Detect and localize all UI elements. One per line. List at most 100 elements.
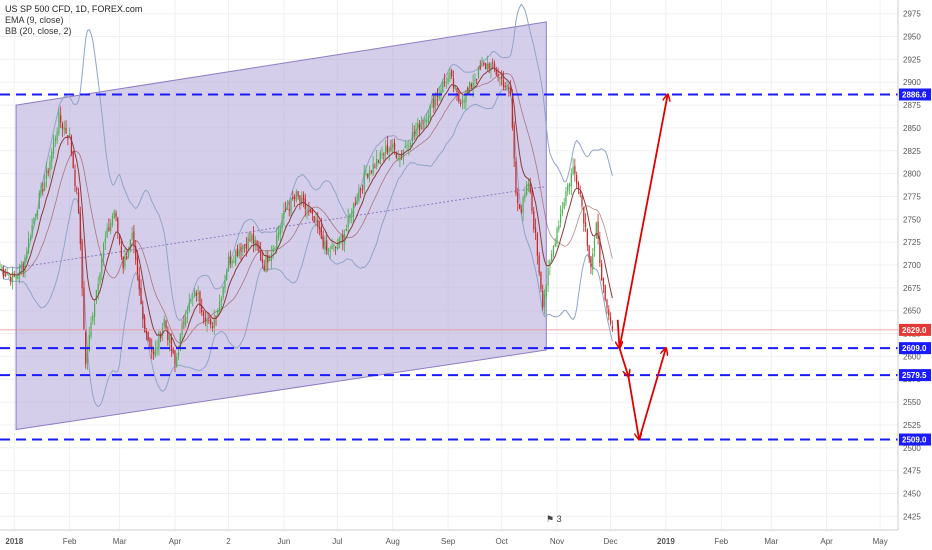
candle-body <box>547 268 549 286</box>
candle-body <box>561 208 563 214</box>
candle-body <box>158 332 160 350</box>
candle-body <box>276 235 278 249</box>
candle-body <box>545 285 547 297</box>
price-tag-label: 2629.0 <box>902 326 927 335</box>
candle-body <box>54 138 56 142</box>
candle-body <box>77 192 80 214</box>
candle-body <box>433 99 435 108</box>
bb-legend[interactable]: BB (20, close, 2) <box>5 26 72 36</box>
candle-body <box>426 120 428 122</box>
candle-body <box>542 290 544 308</box>
candle-body <box>115 212 117 217</box>
candle-body <box>136 258 139 275</box>
candle-body <box>226 271 228 281</box>
candle-body <box>35 214 37 217</box>
candle-body <box>418 124 421 131</box>
candle-body <box>533 211 535 230</box>
horizontal-levels[interactable] <box>0 93 898 441</box>
candle-body <box>61 123 64 129</box>
candle-body <box>210 319 212 325</box>
candle-body <box>586 229 588 246</box>
price-axis[interactable]: 2425245024752500252525502575260026252650… <box>897 0 932 550</box>
candle-body <box>74 169 76 187</box>
candle-body <box>279 227 281 235</box>
candle-body <box>467 87 469 91</box>
time-tick-label: Apr <box>820 537 833 546</box>
candle-body <box>593 238 596 252</box>
candle-body <box>606 299 608 309</box>
candle-body <box>329 251 331 253</box>
candle-body <box>168 336 171 344</box>
candle-body <box>143 316 146 333</box>
price-tick-label: 2700 <box>903 261 921 270</box>
candle-body <box>167 328 169 341</box>
candle-body <box>322 237 324 248</box>
candle-body <box>388 148 390 152</box>
candle-body <box>249 239 251 241</box>
ema-line <box>0 67 613 349</box>
time-tick-label: Jun <box>277 537 290 546</box>
chart-legend: US SP 500 CFD, 1D, FOREX.com EMA (9, clo… <box>5 4 142 37</box>
candle-body <box>452 78 455 89</box>
candle-body <box>559 214 562 223</box>
time-axis[interactable]: 2018 Feb Mar Apr 2 Jun Jul Aug Sep Oct Nov Dec 2019 F… <box>0 529 898 546</box>
candle-body <box>247 237 249 250</box>
candle-body <box>517 192 519 204</box>
price-tag-label: 2579.5 <box>902 371 927 380</box>
candle-body <box>392 144 394 148</box>
candle-body <box>499 76 501 79</box>
price-tick-label: 2500 <box>903 444 921 453</box>
candle-body <box>243 244 246 246</box>
candle-body <box>424 118 426 123</box>
candle-body <box>527 183 530 187</box>
candle-body <box>515 161 517 194</box>
candle-body <box>509 87 512 96</box>
candle-body <box>97 283 99 292</box>
candle-body <box>442 82 444 93</box>
candle-body <box>367 173 369 178</box>
candle-body <box>576 174 578 184</box>
candle-body <box>13 274 15 277</box>
candle-body <box>395 152 397 158</box>
candle-body <box>127 251 130 257</box>
candle-body <box>538 255 540 273</box>
ema-legend[interactable]: EMA (9, close) <box>5 15 64 25</box>
candle-body <box>601 263 603 281</box>
candle-body <box>260 250 262 261</box>
candle-body <box>299 195 301 202</box>
candle-body <box>192 296 194 299</box>
price-tick-label: 2875 <box>903 101 921 110</box>
price-tick-label: 2600 <box>903 352 921 361</box>
candle-body <box>22 264 24 271</box>
candle-body <box>197 292 199 295</box>
candle-body <box>293 196 296 199</box>
candle-body <box>502 79 505 88</box>
event-badge[interactable]: ⚑ 3 <box>546 514 562 525</box>
candle-body <box>183 322 185 324</box>
candle-body <box>99 273 101 283</box>
parallel-channel[interactable] <box>15 21 547 431</box>
candle-body <box>318 228 321 230</box>
candle-body <box>368 171 371 176</box>
candle-body <box>336 247 339 249</box>
candle-body <box>120 246 123 258</box>
price-tick-label: 2900 <box>903 78 921 87</box>
symbol-title[interactable]: US SP 500 CFD, 1D, FOREX.com <box>5 4 143 14</box>
candle-body <box>69 133 71 137</box>
candle-body <box>229 256 231 264</box>
candle-body <box>427 115 430 123</box>
price-tick-label: 2525 <box>903 421 921 430</box>
candle-body <box>195 292 198 296</box>
candle-body <box>179 334 181 350</box>
candle-body <box>581 196 583 207</box>
price-tick-label: 2550 <box>903 398 921 407</box>
candle-body <box>95 290 98 302</box>
candle-body <box>6 274 8 276</box>
candle-body <box>445 84 447 86</box>
candle-body <box>181 323 183 335</box>
candle-body <box>104 238 106 244</box>
candle-body <box>308 210 310 212</box>
candle-body <box>40 186 42 193</box>
projection-arrows[interactable] <box>618 94 668 439</box>
